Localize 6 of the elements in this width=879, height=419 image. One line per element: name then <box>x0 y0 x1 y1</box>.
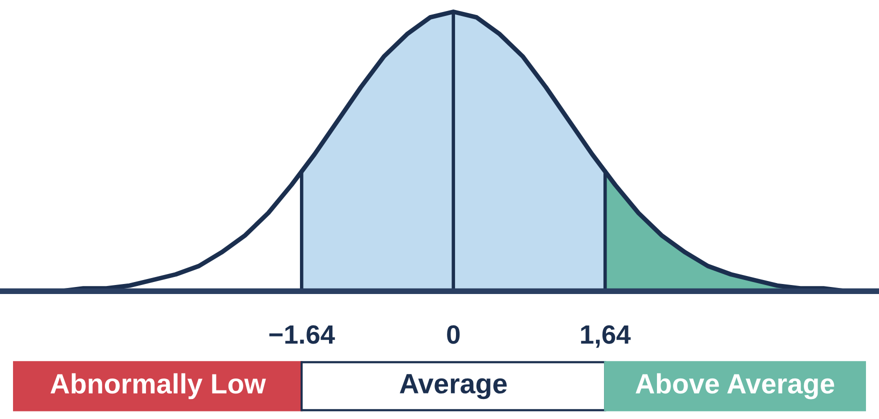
text: Abnormally Low <box>50 373 266 400</box>
x-tick-label: 1,64 <box>581 325 631 348</box>
text: Average <box>400 374 507 400</box>
x-tick-label: −1.64 <box>269 325 335 344</box>
x-tick-label: 0 <box>447 325 460 344</box>
text: Above Average <box>636 373 834 400</box>
